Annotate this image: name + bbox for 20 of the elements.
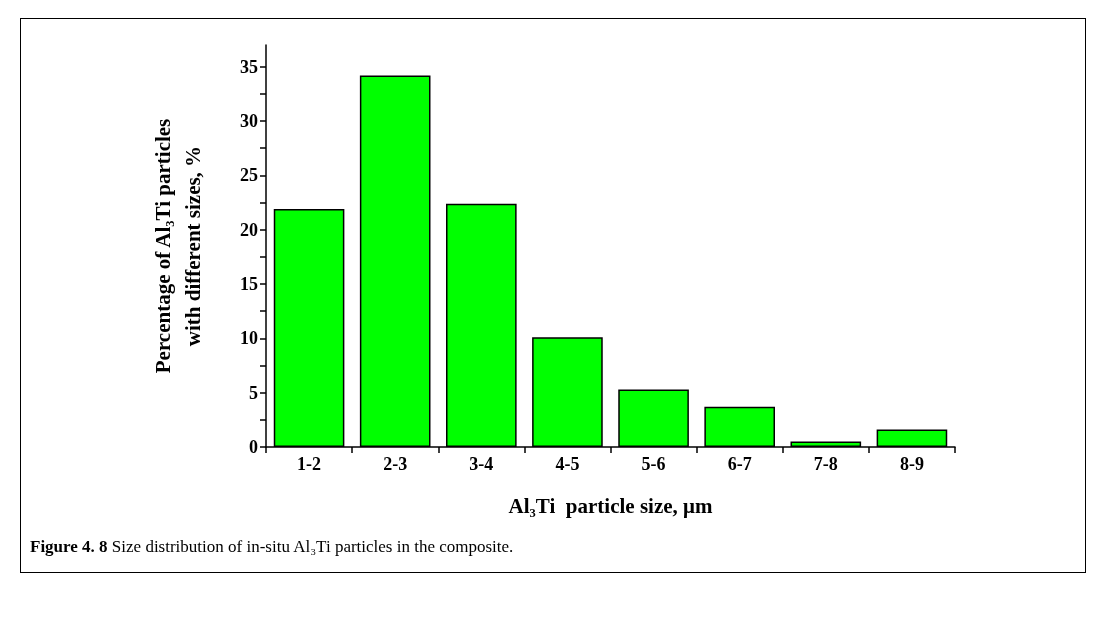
y-tick-label: 5	[249, 382, 258, 403]
y-tick-label: 30	[240, 111, 258, 132]
x-tick-label: 5-6	[641, 454, 666, 474]
y-tick-label: 25	[240, 165, 258, 186]
x-tick-label: 8-9	[899, 454, 924, 474]
caption: Figure 4. 8	[30, 537, 108, 556]
x-tick-label: 6-7	[727, 454, 752, 474]
x-tick-label: 2-3	[383, 454, 408, 474]
x-tick-label: 7-8	[813, 454, 838, 474]
y-tick-label: 15	[240, 274, 258, 295]
y-tick-label: 0	[249, 437, 258, 457]
text: Size distribution of in-situ Al₃Ti particles in the composite.	[110, 537, 514, 556]
y-axis-title: Percentage of Al₃Ti particles with different sizes, %	[151, 118, 205, 374]
x-axis-title: Al₃Ti particle size, μm	[508, 493, 713, 518]
y-tick-label: 35	[240, 56, 258, 77]
x-tick-label: 1-2	[297, 454, 322, 474]
x-tick-label: 4-5	[555, 454, 580, 474]
y-tick-label: 10	[240, 328, 258, 349]
x-tick-label: 3-4	[469, 454, 494, 474]
y-tick-label: 20	[240, 219, 258, 240]
